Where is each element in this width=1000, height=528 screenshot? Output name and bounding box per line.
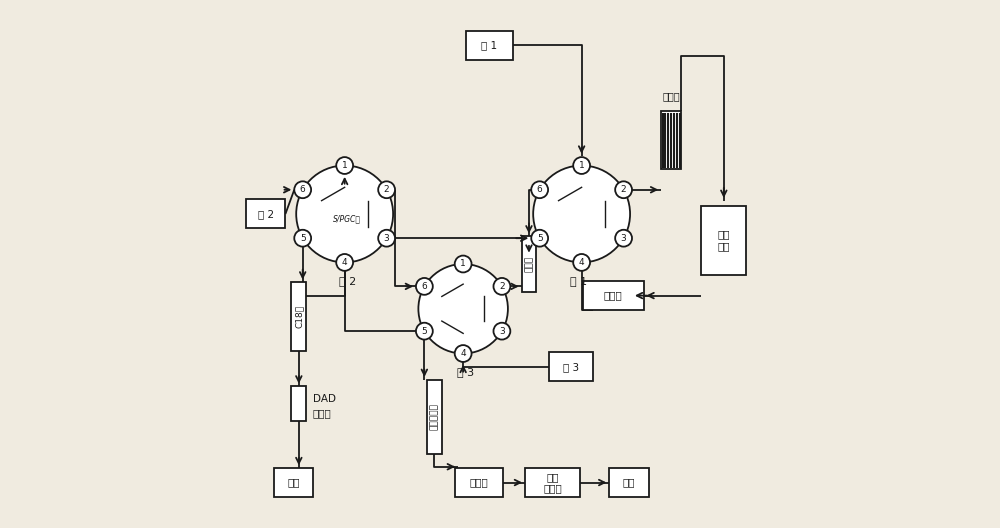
- Text: 4: 4: [579, 258, 584, 267]
- Circle shape: [294, 181, 311, 198]
- Text: 4: 4: [342, 258, 347, 267]
- Circle shape: [573, 254, 590, 271]
- FancyBboxPatch shape: [661, 111, 681, 169]
- Text: 2: 2: [384, 185, 389, 194]
- Text: 淡洗液: 淡洗液: [524, 256, 533, 272]
- Text: C18柱: C18柱: [294, 305, 303, 328]
- Circle shape: [615, 181, 632, 198]
- Text: 抑制器: 抑制器: [470, 477, 488, 487]
- Circle shape: [493, 278, 510, 295]
- Text: 4: 4: [460, 349, 466, 358]
- Circle shape: [296, 165, 393, 262]
- Text: 6: 6: [537, 185, 543, 194]
- Text: 1: 1: [579, 161, 584, 170]
- Circle shape: [573, 157, 590, 174]
- FancyBboxPatch shape: [291, 282, 306, 351]
- Text: 泵 3: 泵 3: [563, 362, 579, 372]
- Text: 3: 3: [621, 234, 626, 243]
- Text: 样品环: 样品环: [662, 91, 680, 101]
- FancyBboxPatch shape: [246, 200, 285, 229]
- Circle shape: [294, 230, 311, 247]
- FancyBboxPatch shape: [525, 468, 580, 497]
- Circle shape: [455, 256, 472, 272]
- Text: 5: 5: [300, 234, 306, 243]
- Circle shape: [493, 323, 510, 340]
- FancyBboxPatch shape: [427, 380, 442, 454]
- Circle shape: [531, 181, 548, 198]
- Text: 检测器: 检测器: [313, 408, 331, 418]
- Text: 2: 2: [621, 185, 626, 194]
- FancyBboxPatch shape: [466, 31, 513, 60]
- Text: 电导
检测器: 电导 检测器: [543, 472, 562, 493]
- Circle shape: [336, 254, 353, 271]
- FancyBboxPatch shape: [609, 468, 649, 497]
- Text: 注射器: 注射器: [604, 290, 623, 300]
- Text: 1: 1: [460, 259, 466, 269]
- Text: 5: 5: [421, 327, 427, 336]
- Text: 3: 3: [499, 327, 505, 336]
- Circle shape: [336, 157, 353, 174]
- Circle shape: [378, 230, 395, 247]
- Text: 泵 1: 泵 1: [481, 41, 498, 51]
- Circle shape: [378, 181, 395, 198]
- FancyBboxPatch shape: [274, 468, 313, 497]
- Text: 3: 3: [384, 234, 389, 243]
- FancyBboxPatch shape: [583, 281, 644, 310]
- FancyBboxPatch shape: [701, 206, 746, 275]
- Text: 离子交换柱: 离子交换柱: [430, 403, 439, 430]
- Text: 废液: 废液: [623, 477, 635, 487]
- Text: 2: 2: [499, 282, 505, 291]
- Text: 进样
底座: 进样 底座: [718, 230, 730, 251]
- Circle shape: [455, 345, 472, 362]
- Text: S/PGC柱: S/PGC柱: [333, 215, 361, 224]
- Circle shape: [533, 165, 630, 262]
- Circle shape: [418, 264, 508, 354]
- Text: 1: 1: [342, 161, 348, 170]
- Text: 阀 1: 阀 1: [570, 276, 588, 286]
- Text: 6: 6: [421, 282, 427, 291]
- Text: 废液: 废液: [287, 477, 300, 487]
- Text: 泵 2: 泵 2: [258, 209, 274, 219]
- Circle shape: [416, 278, 433, 295]
- Text: 阀 2: 阀 2: [339, 276, 356, 286]
- Circle shape: [416, 323, 433, 340]
- FancyBboxPatch shape: [291, 386, 306, 421]
- Circle shape: [615, 230, 632, 247]
- Text: 5: 5: [537, 234, 543, 243]
- Text: 6: 6: [300, 185, 306, 194]
- FancyBboxPatch shape: [522, 237, 536, 291]
- FancyBboxPatch shape: [549, 352, 593, 381]
- FancyBboxPatch shape: [455, 468, 503, 497]
- Text: DAD: DAD: [313, 394, 336, 404]
- Text: 阀 3: 阀 3: [457, 366, 474, 376]
- Circle shape: [531, 230, 548, 247]
